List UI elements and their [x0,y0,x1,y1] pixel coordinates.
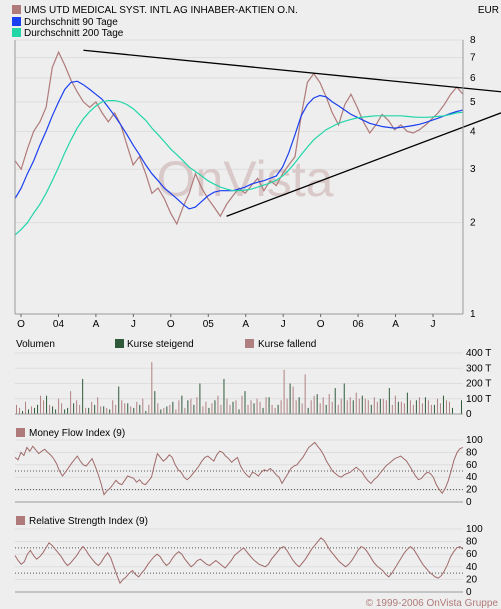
volume-panel: Volumen Kurse steigend Kurse fallend 400… [15,339,491,420]
legend-ma200: Durchschnitt 200 Tage [24,28,124,39]
chart-title: UMS UTD MEDICAL SYST. INTL AG INHABER-AK… [24,5,298,16]
price-line [14,50,464,226]
rsi-title: Relative Strength Index (9) [29,516,148,527]
price-x-axis: O 04 A J O 05 A J O 06 A J [15,313,463,330]
price-x-tick-label: 06 [353,319,365,330]
trendline-1 [83,49,501,93]
price-x-tick-label: 04 [53,319,65,330]
price-x-tick-label: O [167,319,175,330]
mfi-legend-swatch [16,428,25,437]
volume-y-tick-label: 100 T [466,394,491,405]
volume-y-tick-label: 400 T [466,348,491,359]
price-y-tick-label: 7 [470,53,476,64]
volume-y-tick-label: 200 T [466,379,491,390]
price-y-tick-label: 5 [470,97,476,108]
copyright: © 1999-2006 OnVista Gruppe [366,598,499,609]
mfi-y-tick-label: 20 [466,485,478,496]
rsi-line [14,537,464,585]
legend-swatch-price [12,5,21,14]
mfi-y-tick-label: 40 [466,472,478,483]
price-y-tick-label: 6 [470,73,476,84]
mfi-series [14,441,464,496]
price-y-tick-label: 8 [470,35,476,46]
rsi-legend-swatch [16,516,25,525]
price-x-tick-label: A [242,319,249,330]
volume-title: Volumen [16,339,55,350]
rsi-y-tick-label: 0 [466,587,472,598]
mfi-y-tick-label: 60 [466,460,478,471]
volume-legend-rising-swatch [115,339,124,348]
trendline-2 [226,112,501,217]
rsi-y-tick-label: 60 [466,549,478,560]
watermark: OnVista [157,151,334,207]
rsi-gridlines [15,528,463,593]
price-x-tick-label: A [392,319,399,330]
mfi-line [14,441,464,496]
ma90-line [14,80,464,210]
price-x-tick-label: A [93,319,100,330]
rsi-y-tick-label: 100 [466,524,483,535]
price-x-tick-label: O [17,319,25,330]
mfi-y-tick-label: 80 [466,447,478,458]
price-y-tick-label: 3 [470,164,476,175]
price-y-axis: 8 7 6 5 4 3 2 1 [14,35,476,320]
rsi-series [14,537,464,585]
price-panel: OnVista 8 7 6 5 4 3 2 1 O 04 A J O 05 A J O 06 A J [14,35,501,330]
mfi-y-tick-label: 100 [466,435,483,446]
price-y-tick-label: 4 [470,126,476,137]
volume-bars [16,362,462,414]
price-x-tick-label: J [431,319,436,330]
price-x-tick-label: O [317,319,325,330]
volume-legend-falling: Kurse fallend [258,339,316,350]
legend-ma90: Durchschnitt 90 Tage [24,17,118,28]
price-y-tick-label: 1 [470,309,476,320]
rsi-y-tick-label: 40 [466,562,478,573]
volume-y-axis: 400 T 300 T 200 T 100 T 0 [15,348,491,420]
mfi-y-tick-label: 0 [466,497,472,508]
volume-y-tick-label: 0 [466,409,472,420]
price-x-tick-label: J [131,319,136,330]
mfi-gridlines [15,439,463,503]
price-x-tick-label: J [281,319,286,330]
legend-swatch-ma90 [12,17,21,26]
volume-gridlines [15,352,463,415]
volume-legend-rising: Kurse steigend [127,339,194,350]
price-series [14,50,464,236]
legend-swatch-ma200 [12,28,21,37]
rsi-y-tick-label: 80 [466,537,478,548]
volume-legend-falling-swatch [245,339,254,348]
price-x-tick-label: 05 [203,319,215,330]
mfi-title: Money Flow Index (9) [29,428,125,439]
currency-label: EUR [478,5,499,16]
price-y-tick-label: 2 [470,218,476,229]
price-gridlines [15,39,463,315]
rsi-y-tick-label: 20 [466,574,478,585]
header: UMS UTD MEDICAL SYST. INTL AG INHABER-AK… [12,5,499,39]
trendlines [83,49,501,217]
ma200-line [14,100,464,236]
volume-y-tick-label: 300 T [466,363,491,374]
